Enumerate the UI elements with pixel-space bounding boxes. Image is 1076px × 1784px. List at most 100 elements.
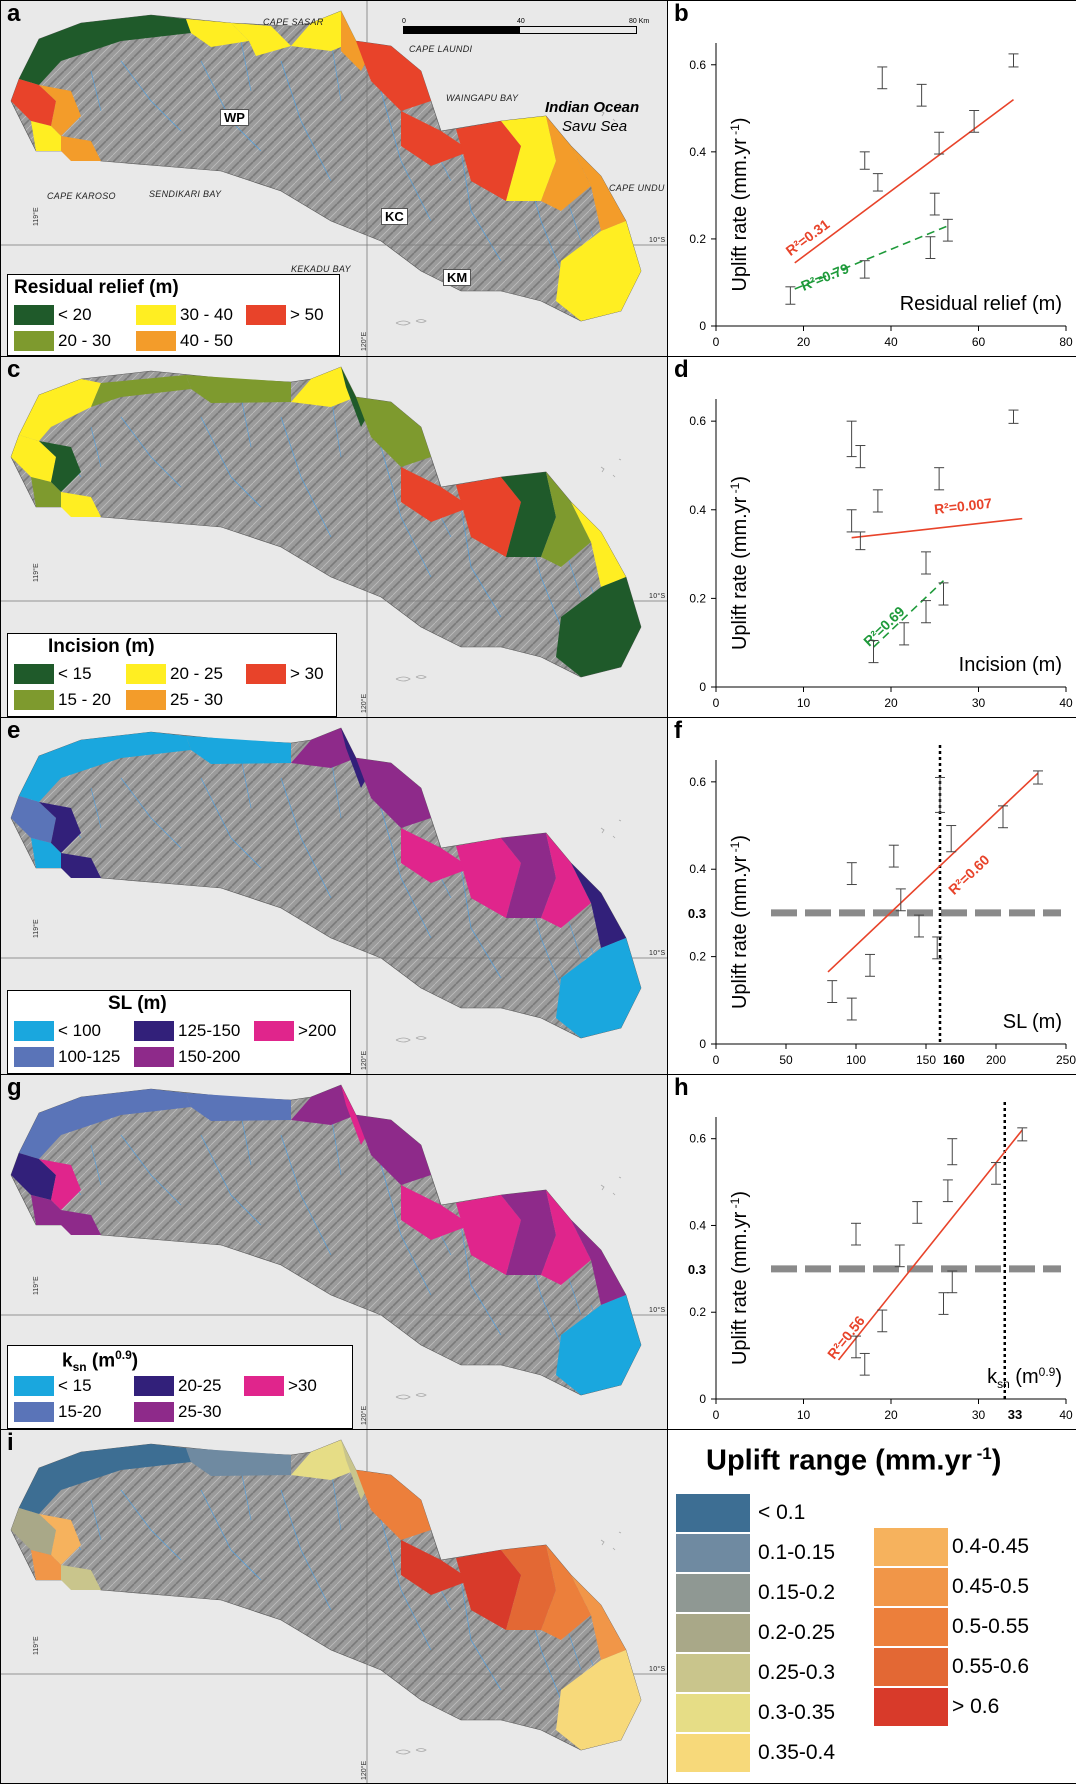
- label-km: KM: [443, 269, 472, 286]
- panel-letter-g: g: [7, 1074, 22, 1101]
- error-bar-point: [1033, 770, 1043, 785]
- error-bar-point: [851, 1335, 861, 1359]
- coord-lat-c: 10°S: [649, 593, 666, 600]
- error-bar-point: [934, 467, 945, 491]
- uplift-swatch-left-5: [676, 1694, 750, 1732]
- scale-label-80: 80 Km: [629, 18, 650, 25]
- uplift-label-right-3: 0.55-0.6: [952, 1655, 1030, 1678]
- error-bar-point: [859, 1352, 870, 1376]
- map-e-svg: [1, 718, 667, 1074]
- coord-lat-e: 10°S: [649, 950, 666, 957]
- error-bar-point: [947, 1138, 958, 1166]
- scatter-plot-d: 0 10 20 30 40 0 0.2 0.4 0.6 Uplift rate (mm.yr -1…: [689, 399, 1073, 710]
- legend-title-g-sup: 0.9: [115, 1348, 132, 1362]
- error-bar-point: [855, 445, 866, 469]
- error-bar-point: [938, 582, 949, 606]
- coord-lon1-e: 119°E: [33, 919, 40, 938]
- legend-g: ksn (m0.9) < 15 20-25 >30 15-20 25-30: [7, 1345, 353, 1429]
- error-bar-point: [934, 131, 945, 155]
- y-tick-label: 0.2: [689, 1305, 706, 1319]
- legend-label-c-2: > 30: [290, 664, 324, 683]
- panel-letter-h: h: [674, 1074, 689, 1101]
- error-bar-point: [932, 936, 943, 960]
- legend-label-a-1: 30 - 40: [180, 305, 233, 324]
- x-tick-label: 80: [1059, 335, 1073, 349]
- scale-bar: [403, 26, 637, 34]
- error-bar-point: [929, 192, 940, 216]
- plot-panel-f: f 0 50 100 150 250 0 0.2 0.4 0.6 Uplift rate (mm.…: [667, 717, 1076, 1075]
- error-bar-point: [916, 83, 927, 107]
- legend-c: Incision (m) < 15 20 - 25 > 30 15 - 20 2…: [7, 633, 337, 717]
- uplift-swatch-right-2: [874, 1608, 948, 1646]
- legend-swatch-c-2: [246, 664, 286, 684]
- error-bar-point: [888, 844, 899, 868]
- fit-line-0: [851, 517, 1023, 539]
- legend-label-g-2: >30: [288, 1376, 317, 1395]
- x-tick-label: 20: [884, 696, 898, 710]
- uplift-swatch-left-3: [676, 1614, 750, 1652]
- x-tick-label: 250: [1056, 1053, 1076, 1067]
- y-tick-label: 0.2: [689, 950, 706, 964]
- legend-title-e: SL (m): [108, 993, 167, 1014]
- error-bar-point: [859, 151, 870, 170]
- legend-title-a: Residual relief (m): [14, 277, 179, 298]
- plot-panel-d: d 0 10 20 30 40 0 0.2 0.4 0.6 Uplift rate (mm.yr …: [667, 356, 1076, 718]
- uplift-label-left-6: 0.35-0.4: [758, 1741, 836, 1764]
- coast-bands-i: [11, 1440, 641, 1750]
- x-tick-label: 0: [713, 1408, 720, 1422]
- legend-label-g-1: 20-25: [178, 1376, 222, 1395]
- legend-swatch-a-3: [14, 331, 54, 351]
- legend-swatch-e-1: [134, 1021, 174, 1041]
- legend-label-e-2: >200: [298, 1021, 337, 1040]
- x-tick-label: 0: [713, 696, 720, 710]
- panel-letter-a: a: [7, 0, 21, 27]
- threshold-x-label: 160: [943, 1052, 965, 1067]
- coord-lon2-i: 120°E: [361, 1760, 368, 1780]
- legend-label-c-4: 25 - 30: [170, 690, 223, 709]
- error-bar-point: [969, 109, 980, 133]
- uplift-legend-title-close: ): [991, 1444, 1002, 1477]
- y-tick-label: 0: [699, 319, 706, 333]
- y-tick-label: 0.4: [689, 1218, 706, 1232]
- map-g-svg: [1, 1075, 667, 1429]
- scale-label-0: 0: [402, 18, 406, 25]
- map-a-svg: [1, 1, 667, 356]
- y-axis-label: Uplift rate (mm.yr -1): [728, 1191, 751, 1365]
- x-tick-label: 150: [916, 1053, 936, 1067]
- scatter-plot-b: 0 20 40 60 80 0 0.2 0.4 0.6 Uplift rate (mm.yr -1…: [689, 43, 1073, 349]
- uplift-label-left-5: 0.3-0.35: [758, 1701, 836, 1724]
- legend-label-g-4: 25-30: [178, 1402, 222, 1421]
- fit-line-0: [837, 1129, 1023, 1361]
- error-bar-point: [921, 600, 931, 624]
- legend-title-g: ksn (m0.9): [62, 1348, 138, 1374]
- coast-bands-e: [11, 728, 641, 1038]
- coast-bands-g: [11, 1085, 641, 1395]
- uplift-label-right-4: > 0.6: [952, 1695, 1000, 1718]
- uplift-label-left-2: 0.15-0.2: [758, 1581, 836, 1604]
- uplift-legend-panel: Uplift range (mm.yr -1) < 0.1 0.1-0.15 0.1…: [667, 1429, 1076, 1784]
- y-tick-label: 0.4: [689, 145, 706, 159]
- threshold-x-label: 33: [1008, 1407, 1022, 1422]
- legend-label-e-0: < 100: [58, 1021, 102, 1040]
- y-tick-label: 0.4: [689, 503, 706, 517]
- x-tick-label: 30: [972, 1408, 986, 1422]
- error-bar-point: [895, 888, 906, 912]
- error-bar-point: [991, 1162, 1001, 1185]
- error-bar-point: [868, 639, 879, 664]
- error-bar-point: [899, 622, 910, 646]
- map-c-svg: [1, 357, 667, 717]
- error-bar-point: [855, 531, 866, 551]
- uplift-label-right-1: 0.45-0.5: [952, 1575, 1030, 1598]
- threshold-y-label: 0.3: [688, 1262, 706, 1277]
- error-bar-point: [946, 825, 957, 853]
- error-bar-point: [785, 286, 796, 305]
- error-bar-point: [859, 260, 870, 279]
- legend-title-g-sub: sn: [72, 1360, 87, 1375]
- coord-lon2-e: 120°E: [361, 1050, 368, 1070]
- legend-a: Residual relief (m) < 20 30 - 40 > 50 20…: [7, 274, 340, 356]
- x-axis-label: ksn (m0.9): [987, 1365, 1062, 1391]
- map-panel-i: i 119°E 120°E 10°S: [0, 1429, 668, 1784]
- error-bar-point: [942, 1179, 953, 1203]
- coord-lon1-i: 119°E: [33, 1636, 40, 1655]
- uplift-label-left-0: < 0.1: [758, 1501, 806, 1524]
